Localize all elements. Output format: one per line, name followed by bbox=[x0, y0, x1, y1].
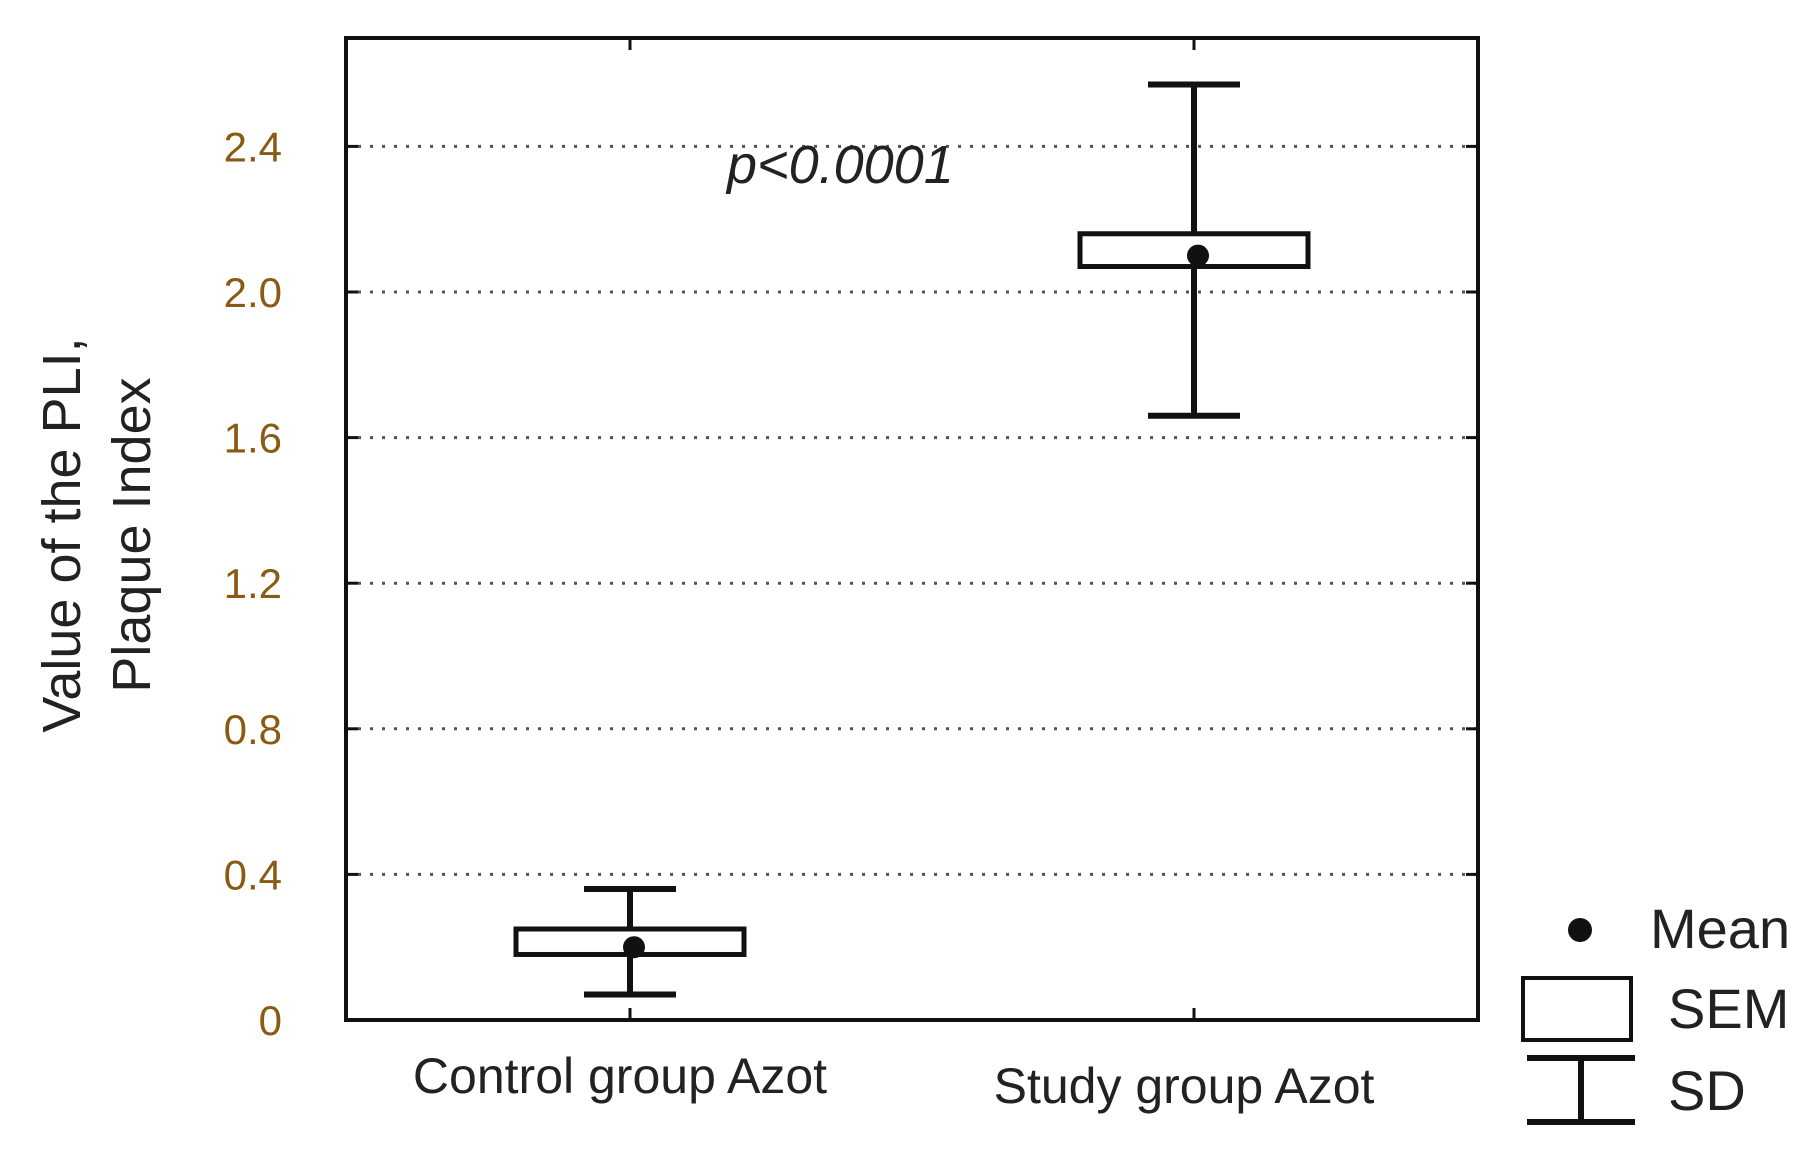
series-group-2 bbox=[1077, 81, 1311, 419]
legend-sem-symbol bbox=[1521, 976, 1633, 1042]
legend: Mean SEM SD bbox=[1521, 897, 1790, 1125]
legend-sem-label: SEM bbox=[1668, 977, 1789, 1040]
y-tick-label: 0.8 bbox=[224, 706, 282, 753]
y-axis-ticks: 0 0.4 0.8 1.2 1.6 2.0 2.4 bbox=[224, 123, 1478, 1044]
series-group-1 bbox=[513, 885, 747, 998]
x-category-label: Study group Azot bbox=[994, 1058, 1375, 1114]
y-tick-label: 1.6 bbox=[224, 415, 282, 462]
y-tick-label: 0 bbox=[259, 997, 282, 1044]
gridlines bbox=[346, 144, 1478, 876]
p-value-annotation: p<0.0001 bbox=[725, 135, 954, 195]
y-tick-label: 2.4 bbox=[224, 123, 282, 170]
y-tick-label: 2.0 bbox=[224, 269, 282, 316]
x-axis-ticks: Control group Azot Study group Azot bbox=[413, 38, 1375, 1114]
plot-frame bbox=[344, 36, 1480, 1022]
mean-point bbox=[1187, 244, 1209, 267]
data-marks bbox=[513, 81, 1311, 998]
y-tick-label: 0.4 bbox=[224, 851, 282, 898]
x-category-label: Control group Azot bbox=[413, 1048, 827, 1104]
legend-mean-symbol bbox=[1568, 918, 1592, 942]
y-axis-title-line-2: Plaque Index bbox=[102, 377, 162, 692]
legend-mean-label: Mean bbox=[1650, 897, 1790, 960]
y-tick-label: 1.2 bbox=[224, 560, 282, 607]
y-axis-title-line-1: Value of the PLI, bbox=[32, 337, 92, 732]
mean-point bbox=[623, 936, 645, 959]
legend-sd-label: SD bbox=[1668, 1059, 1746, 1122]
legend-sd-symbol bbox=[1527, 1055, 1635, 1125]
